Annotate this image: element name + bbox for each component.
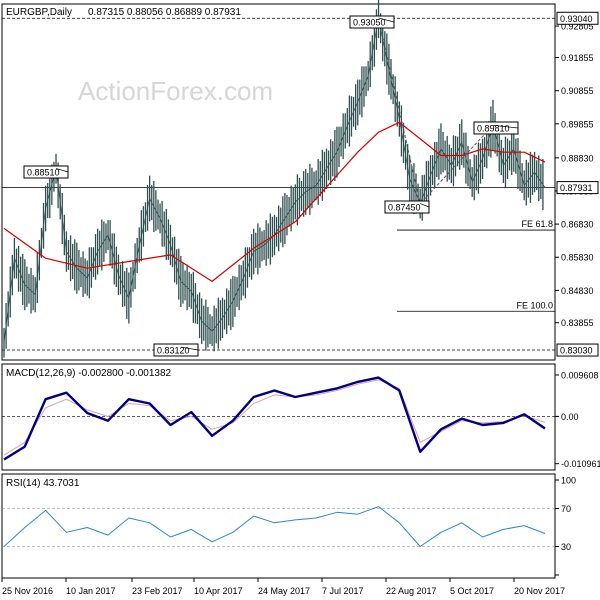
fib-level-label: FE 100.0 — [516, 300, 553, 310]
annotation-label: 0.89810 — [477, 124, 510, 134]
price-tick-label: 0.84830 — [561, 286, 594, 296]
watermark: ActionForex.com — [78, 76, 273, 106]
x-axis-ticks: 25 Nov 2016 10 Jan 2017 23 Feb 2017 10 Apr … — [1, 578, 565, 596]
price-levels: 0.93040 0.87931 0.83030 FE 61.8 FE 100.0 — [2, 11, 599, 357]
price-tick-label: 0.83855 — [561, 318, 594, 328]
price-level-label: 0.83030 — [560, 346, 593, 356]
price-panel-frame — [1, 3, 556, 361]
macd-signal-line — [3, 379, 546, 456]
price-annotations: 0.93050 0.88510 0.89810 0.87450 0.83120 — [23, 15, 519, 357]
price-level-label: 0.87931 — [560, 183, 593, 193]
price-level-box — [556, 343, 599, 357]
annotation-connector — [420, 203, 430, 208]
price-tick-label: 0.88830 — [561, 153, 594, 163]
annotation-label: 0.87450 — [388, 203, 421, 213]
rsi-tick-label: 100 — [561, 476, 576, 486]
annotation-connector — [492, 124, 519, 129]
moving-average-line — [3, 121, 546, 282]
x-tick-label: 24 May 2017 — [258, 586, 310, 596]
macd-tick-label: 0.009608 — [561, 370, 599, 380]
price-tick-label: 0.86830 — [561, 220, 594, 230]
header-symbol: EURGBP,Daily — [6, 7, 72, 18]
macd-label: MACD(12,26,9) -0.002800 -0.001382 — [6, 368, 172, 379]
x-tick-label: 25 Nov 2016 — [2, 586, 53, 596]
annotation-connector — [378, 17, 395, 23]
annotation-connector — [55, 168, 69, 173]
rsi-label: RSI(14) 43.7031 — [6, 478, 80, 489]
price-level-box — [556, 181, 599, 195]
x-tick-label: 22 Aug 2017 — [386, 586, 437, 596]
annotation-label: 0.88510 — [27, 168, 60, 178]
price-tick-label: 0.85830 — [561, 253, 594, 263]
x-tick-label: 10 Jan 2017 — [66, 586, 116, 596]
price-tick-label: 0.90855 — [561, 86, 594, 96]
rsi-line — [3, 506, 546, 547]
annotation-label: 0.83120 — [157, 346, 190, 356]
price-axis-ticks: 0.928050.918550.908550.898550.888300.878… — [555, 22, 594, 328]
trend-line — [419, 124, 494, 204]
price-tick-label: 0.91855 — [561, 53, 594, 63]
price-level-label: 0.93040 — [560, 14, 593, 24]
macd-panel-frame — [1, 363, 556, 471]
x-tick-label: 10 Apr 2017 — [194, 586, 243, 596]
x-tick-label: 20 Nov 2017 — [514, 586, 565, 596]
price-tick-label: 0.92805 — [561, 22, 594, 32]
macd-group: 0.009608 0.00 -0.010961 — [2, 370, 600, 469]
macd-line — [3, 376, 546, 461]
rsi-tick-label: 30 — [561, 542, 571, 552]
x-tick-label: 5 Oct 2017 — [450, 586, 494, 596]
price-level-box — [556, 11, 599, 25]
macd-tick-label: 0.00 — [561, 412, 579, 422]
rsi-panel-frame — [1, 473, 556, 579]
fib-level-label: FE 61.8 — [521, 219, 553, 229]
price-series-group — [3, 0, 546, 358]
rsi-group: 100 70 30 — [2, 476, 576, 576]
header-ohlc: 0.87315 0.88056 0.86889 0.87931 — [88, 7, 241, 18]
x-tick-label: 7 Jul 2017 — [322, 586, 364, 596]
annotation-label: 0.93050 — [353, 18, 386, 28]
price-tick-label: 0.89855 — [561, 119, 594, 129]
annotation-connector — [180, 346, 199, 351]
macd-tick-label: -0.010961 — [561, 459, 600, 469]
rsi-tick-label: 70 — [561, 504, 571, 514]
x-tick-label: 23 Feb 2017 — [132, 586, 183, 596]
price-close-line — [3, 17, 546, 343]
trend-line — [378, 17, 421, 204]
